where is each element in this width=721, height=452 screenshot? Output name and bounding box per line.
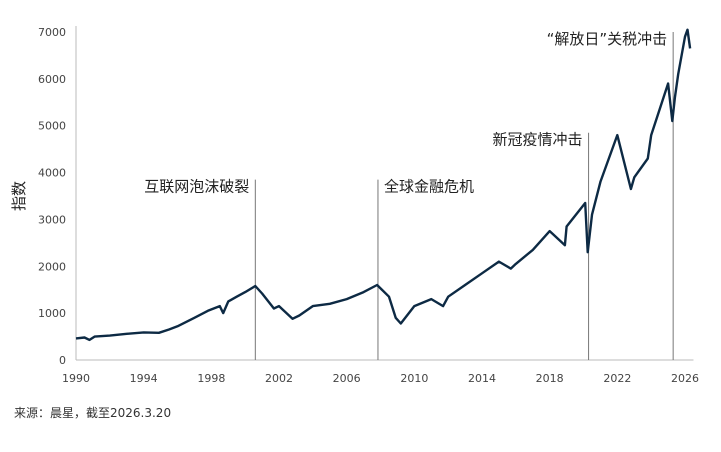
event-annotation: 全球金融危机 xyxy=(384,178,474,196)
y-tick-label: 7000 xyxy=(38,26,66,39)
y-axis-label: 指数 xyxy=(10,181,28,211)
index-line xyxy=(75,28,692,342)
x-tick-label: 2010 xyxy=(400,372,428,385)
y-tick-label: 2000 xyxy=(38,260,66,273)
event-annotation: “解放日”关税冲击 xyxy=(547,30,668,48)
y-tick-label: 3000 xyxy=(38,213,66,226)
x-tick-label: 2018 xyxy=(536,372,564,385)
y-tick-label: 6000 xyxy=(38,73,66,86)
x-tick-label: 1994 xyxy=(130,372,158,385)
x-tick-label: 2014 xyxy=(468,372,496,385)
event-annotation: 新冠疫情冲击 xyxy=(493,131,583,149)
x-tick-label: 2006 xyxy=(333,372,361,385)
y-tick-label: 0 xyxy=(59,354,66,367)
event-annotation: 互联网泡沫破裂 xyxy=(144,178,249,196)
x-tick-label: 2026 xyxy=(671,372,699,385)
source-note: 来源：晨星，截至2026.3.20 xyxy=(14,406,172,420)
x-tick-label: 2022 xyxy=(603,372,631,385)
y-tick-label: 5000 xyxy=(38,120,66,133)
x-tick-label: 1998 xyxy=(197,372,225,385)
x-tick-label: 1990 xyxy=(62,372,90,385)
x-tick-label: 2002 xyxy=(265,372,293,385)
y-tick-label: 1000 xyxy=(38,307,66,320)
y-tick-label: 4000 xyxy=(38,167,66,180)
